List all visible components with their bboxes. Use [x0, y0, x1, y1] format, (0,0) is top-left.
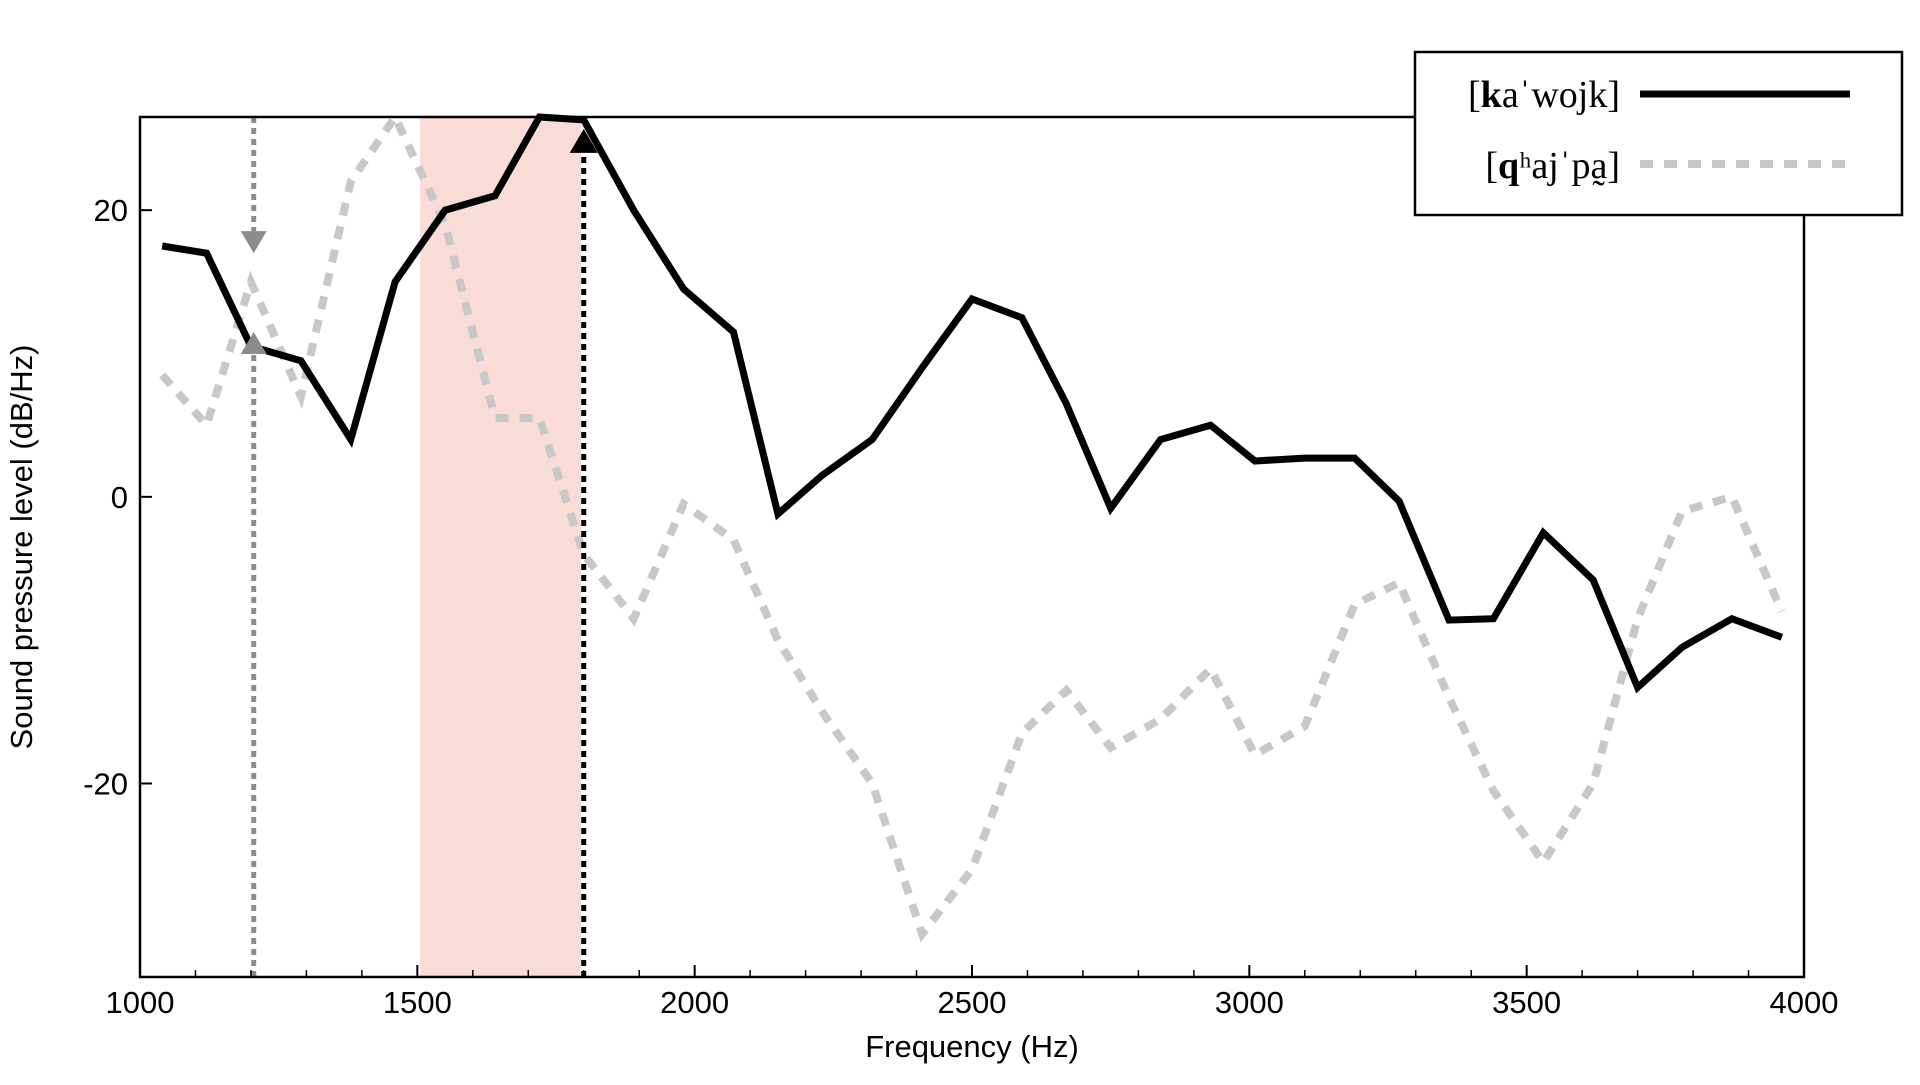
x-tick-label: 1000 [106, 985, 175, 1020]
legend: [kaˈwojk] [qʰajˈpa̰] [1413, 50, 1904, 217]
highlight-band [420, 117, 581, 977]
x-tick-label: 4000 [1770, 985, 1839, 1020]
x-tick-label: 2000 [660, 985, 729, 1020]
series-line-1 [161, 113, 1784, 694]
y-tick-label: 0 [111, 480, 128, 515]
legend-label-series-1: [kaˈwojk] [1468, 74, 1620, 116]
series-line-2 [159, 108, 1786, 943]
x-tick-label: 1500 [383, 985, 452, 1020]
y-tick-label: 20 [94, 193, 128, 228]
x-axis-title: Frequency (Hz) [865, 1029, 1079, 1064]
legend-label-series-2: [qʰajˈpa̰] [1485, 145, 1620, 187]
marker-arrowhead-up-2 [240, 332, 267, 354]
legend-box [1413, 50, 1904, 217]
x-tick-label: 3000 [1215, 985, 1284, 1020]
x-tick-label: 3500 [1492, 985, 1561, 1020]
x-tick-label: 2500 [938, 985, 1007, 1020]
y-tick-label: -20 [83, 767, 128, 802]
marker-arrowhead-down-2 [240, 231, 267, 254]
marker-arrowhead-up-1 [569, 128, 598, 153]
y-axis-title: Sound pressure level (dB/Hz) [4, 345, 39, 750]
